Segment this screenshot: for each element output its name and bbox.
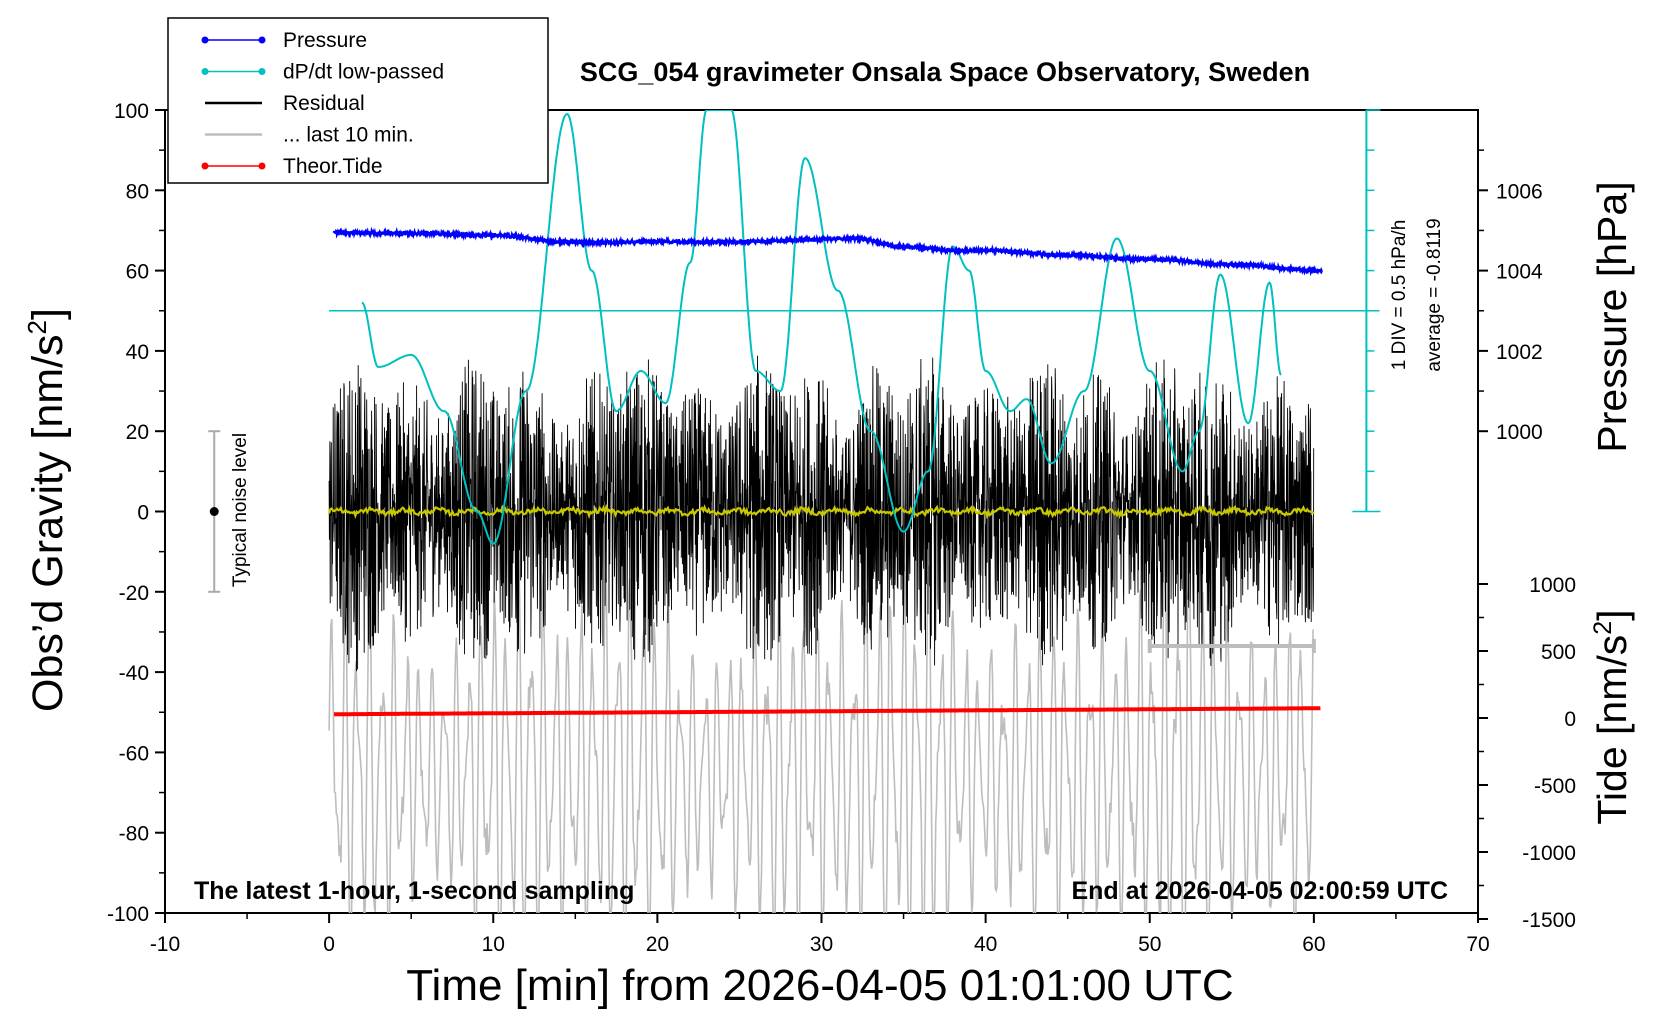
pressure-layer <box>332 226 1324 277</box>
y-axis-label: Obs’d Gravity [nm/s2] <box>22 308 72 712</box>
annotation-bottom-left: The latest 1-hour, 1-second sampling <box>194 877 634 905</box>
pressure-line <box>332 226 1324 277</box>
x-tick-label: 50 <box>1138 933 1161 956</box>
x-tick-label: -10 <box>150 933 180 956</box>
x-tick-label: 60 <box>1302 933 1325 956</box>
y3-axis-label: Tide [nm/s2] <box>1589 609 1635 824</box>
legend-label: Pressure <box>283 29 367 52</box>
legend-marker <box>258 162 266 170</box>
pressure-tick-label: 1006 <box>1496 180 1543 203</box>
x-axis: -10 0 10 20 30 40 50 60 70 <box>150 913 1490 956</box>
last-10-min-range-marker <box>1147 639 1316 654</box>
theor-tide-line <box>333 706 1321 717</box>
x-tick-label: 30 <box>810 933 833 956</box>
y-tick-label: -40 <box>119 662 149 685</box>
y-tick-label: -80 <box>119 823 149 846</box>
x-tick-label: 40 <box>974 933 997 956</box>
y-tick-label: 60 <box>126 261 149 284</box>
y-axis-pressure: 1006 1004 1002 1000 <box>1478 149 1543 444</box>
y-tick-label: -20 <box>119 582 149 605</box>
y-axis-gravity: 100 80 60 40 20 0 -20 -40 -60 -80 -100 <box>107 100 165 926</box>
tide-tick-label: 0 <box>1564 708 1576 731</box>
tide-tick-label: -1500 <box>1522 909 1576 932</box>
tide-tick-label: -500 <box>1534 775 1576 798</box>
legend-label: dP/dt low-passed <box>283 61 444 84</box>
tide-tick-label: 1000 <box>1529 574 1576 597</box>
y2-axis-label: Pressure [hPa] <box>1589 181 1635 452</box>
theor-tide-layer <box>333 706 1321 717</box>
y-tick-label: 80 <box>126 180 149 203</box>
dpdt-line <box>361 110 1282 545</box>
x-axis-label: Time [min] from 2026-04-05 01:01:00 UTC <box>406 961 1233 1010</box>
residual-smoothed-line <box>328 503 1315 520</box>
x-tick-label: 10 <box>482 933 505 956</box>
dpdt-scale-bar <box>1352 109 1381 513</box>
chart-title: SCG_054 gravimeter Onsala Space Observat… <box>580 57 1310 87</box>
residual-smoothed-layer <box>328 503 1315 520</box>
legend-marker <box>258 68 266 75</box>
x-tick-label: 20 <box>646 933 669 956</box>
y-tick-label: 0 <box>137 502 149 525</box>
last-10-min-line <box>328 535 1314 913</box>
legend-box <box>167 17 549 184</box>
legend: Pressure dP/dt low-passed Residual ... last… <box>167 17 549 184</box>
x-tick-label: 0 <box>323 933 335 956</box>
annotation-bottom-right: End at 2026-04-05 02:00:59 UTC <box>1071 877 1448 905</box>
legend-marker <box>201 162 209 170</box>
legend-marker <box>258 36 266 44</box>
y-tick-label: 40 <box>126 341 149 364</box>
dpdt-scale-label: 1 DIV = 0.5 hPa/h <box>1389 220 1410 371</box>
y-tick-label: 20 <box>126 421 149 444</box>
pressure-tick-label: 1004 <box>1496 261 1543 284</box>
x-tick-label: 70 <box>1466 933 1489 956</box>
legend-label: Theor.Tide <box>283 155 383 178</box>
dpdt-layer <box>361 110 1282 545</box>
pressure-tick-label: 1000 <box>1496 421 1543 444</box>
tide-tick-label: -1000 <box>1522 842 1576 865</box>
legend-label: Residual <box>283 92 365 115</box>
legend-marker <box>201 68 209 75</box>
noise-label: Typical noise level <box>230 433 251 587</box>
pressure-tick-label: 1002 <box>1496 341 1543 364</box>
typical-noise-bar <box>208 430 221 593</box>
dpdt-average-label: average = -0.8119 <box>1424 218 1445 371</box>
y-tick-label: -100 <box>107 903 149 926</box>
legend-marker <box>201 36 209 44</box>
noise-bar-center <box>209 507 219 516</box>
last-10-min-layer <box>328 535 1314 913</box>
y-tick-label: -60 <box>119 742 149 765</box>
y-axis-tide: 1000 500 0 -500 -1000 -1500 <box>1478 574 1576 932</box>
tide-tick-label: 500 <box>1541 641 1576 664</box>
y-tick-label: 100 <box>114 100 149 123</box>
legend-label: ... last 10 min. <box>283 124 414 147</box>
